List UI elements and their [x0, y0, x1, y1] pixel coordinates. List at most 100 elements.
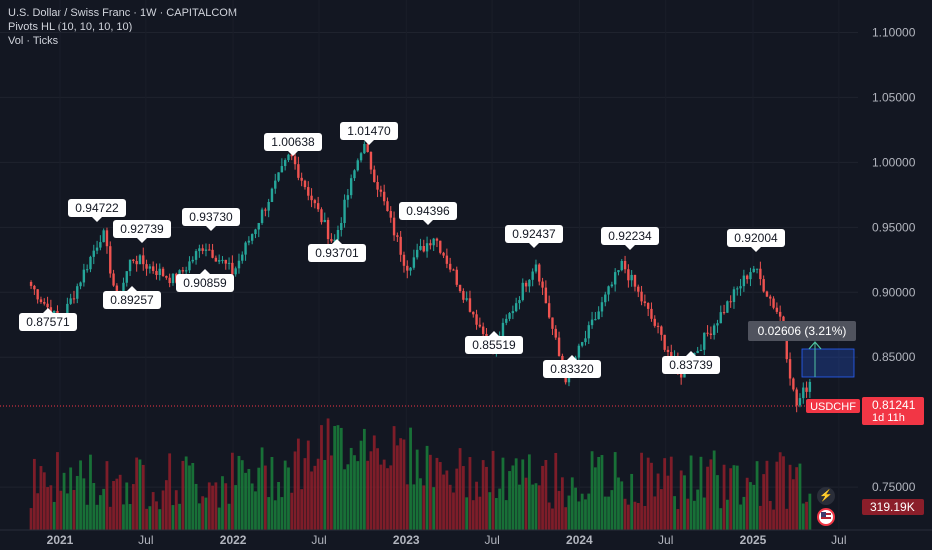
- candle-body: [102, 230, 105, 243]
- volume-bar: [709, 459, 713, 530]
- volume-bar: [580, 493, 584, 530]
- pivot-label-pointer: [625, 245, 635, 250]
- volume-bar: [237, 455, 241, 530]
- time-tick-label: Jul: [831, 533, 846, 547]
- candle-body: [666, 349, 670, 353]
- candle-body: [491, 342, 495, 350]
- candle-body: [412, 257, 416, 268]
- symbol-title[interactable]: U.S. Dollar / Swiss Franc · 1W · CAPITAL…: [8, 7, 237, 19]
- candle-body: [498, 337, 501, 339]
- candle-body: [208, 249, 211, 251]
- pivot-label: 0.92234: [601, 227, 659, 250]
- candle-body: [485, 333, 488, 346]
- volume-bar: [630, 473, 634, 530]
- volume-bar: [115, 478, 119, 530]
- candle-body: [112, 273, 115, 286]
- candle-body: [415, 249, 419, 258]
- pivot-label-pointer: [43, 308, 53, 313]
- volume-bar: [452, 492, 455, 530]
- volume-bar: [128, 504, 132, 530]
- candle-body: [538, 264, 541, 282]
- candle-body: [323, 219, 326, 223]
- candle-body: [287, 154, 290, 161]
- volume-bar: [29, 508, 33, 530]
- volume-indicator-label[interactable]: Vol · Ticks: [8, 35, 59, 47]
- candle-body: [656, 325, 660, 327]
- volume-bar: [593, 467, 597, 530]
- candle-body: [237, 260, 241, 269]
- volume-bar: [659, 489, 663, 530]
- volume-bar: [745, 477, 749, 530]
- volume-bar: [46, 487, 49, 530]
- pivot-label: 0.93730: [182, 208, 240, 231]
- candle-body: [630, 274, 633, 281]
- time-axis[interactable]: 2021 Jul 2022 Jul 2023 Jul 2024 Jul 2025 Jul: [0, 529, 932, 547]
- pivot-label-pointer: [92, 217, 102, 222]
- pivot-label-pointer: [686, 351, 696, 356]
- volume-bar: [336, 425, 340, 530]
- volume-bar: [376, 448, 379, 530]
- candle-body: [455, 269, 458, 285]
- volume-bar: [534, 483, 538, 530]
- candle-body: [481, 326, 485, 334]
- volume-bar: [541, 465, 544, 530]
- volume-bar: [181, 460, 185, 530]
- measure-tool[interactable]: 0.02606 (3.21%): [748, 321, 856, 378]
- volume-bar: [240, 460, 244, 530]
- volume-bar: [151, 492, 155, 530]
- volume-bar: [323, 460, 327, 530]
- lightning-icon[interactable]: ⚡: [817, 487, 835, 505]
- volume-bar: [785, 508, 789, 530]
- candle-body: [316, 203, 320, 210]
- pivot-label-box: [727, 229, 785, 247]
- candle-body: [633, 274, 637, 287]
- volume-bar: [428, 454, 432, 530]
- candle-body: [115, 285, 119, 296]
- candle-body: [617, 270, 620, 273]
- flag-icon[interactable]: [817, 508, 835, 526]
- candle-body: [234, 268, 237, 275]
- volume-bar: [626, 504, 630, 530]
- volume-bar: [316, 458, 320, 530]
- volume-bar: [432, 487, 436, 530]
- pivot-label-pointer: [288, 151, 298, 156]
- candle-body: [660, 326, 663, 335]
- volume-bar: [656, 473, 660, 530]
- candle-body: [346, 195, 350, 200]
- volume-bar: [607, 496, 610, 530]
- price-tick-label: 0.95000: [872, 220, 916, 234]
- time-tick-label: Jul: [138, 533, 153, 547]
- candle-body: [722, 312, 726, 314]
- candle-body: [181, 270, 185, 272]
- candle-body: [600, 302, 604, 312]
- volume-bar: [85, 504, 89, 530]
- volume-bar: [560, 477, 564, 530]
- volume-bar: [778, 452, 782, 530]
- volume-bar: [329, 455, 333, 530]
- pivot-label-box: [662, 356, 720, 374]
- grid: [0, 31, 858, 488]
- volume-bar: [445, 470, 449, 530]
- volume-bar: [501, 457, 505, 530]
- candle-body: [745, 275, 749, 280]
- volume-bar: [39, 466, 43, 530]
- candle-body: [604, 294, 607, 303]
- candle-body: [264, 209, 267, 211]
- candle-body: [798, 398, 802, 406]
- candle-body: [531, 271, 534, 280]
- candle-body: [49, 307, 53, 318]
- candle-body: [590, 319, 594, 326]
- volume-bar: [122, 504, 125, 530]
- pivot-label-pointer: [332, 239, 342, 244]
- volume-bar: [504, 500, 508, 530]
- indicator-label[interactable]: Pivots HL (10, 10, 10, 10): [8, 21, 133, 33]
- currency-button[interactable]: CHF: [864, 4, 924, 24]
- candle-body: [795, 389, 798, 406]
- candle-body: [693, 353, 696, 363]
- candle-body: [683, 365, 686, 378]
- volume-bar: [739, 504, 742, 530]
- volume-bar: [155, 501, 158, 530]
- price-axis[interactable]: 1.10000 1.05000 1.00000 0.95000 0.90000 0.850…: [0, 0, 932, 530]
- candle-body: [158, 268, 161, 276]
